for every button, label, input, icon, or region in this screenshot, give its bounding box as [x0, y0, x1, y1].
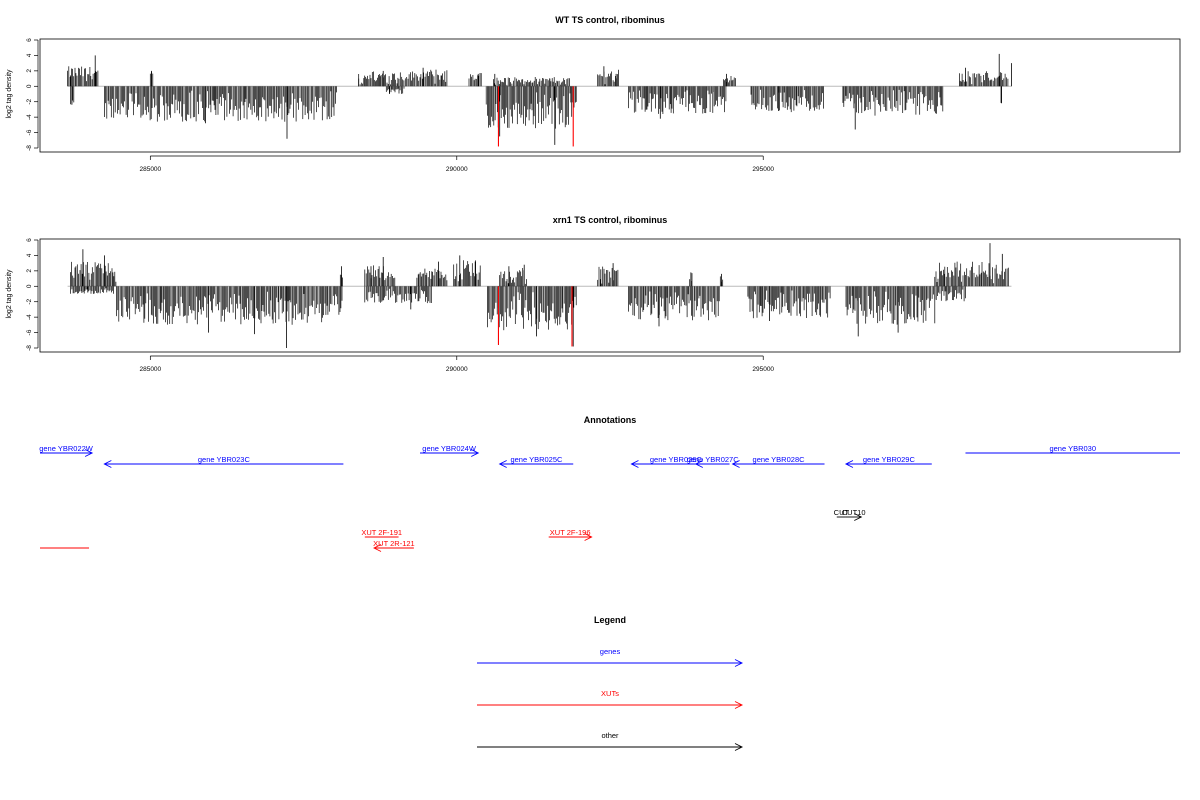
legend-label: genes: [600, 647, 621, 656]
panel-title: xrn1 TS control, ribominus: [553, 215, 668, 225]
y-tick-label: -2: [26, 298, 33, 304]
legend-item: other: [477, 731, 744, 751]
feature-label: gene YBR027C: [687, 455, 740, 464]
feature-layer: gene YBR022W gene YBR023C gene YBR024W gene…: [39, 444, 1180, 552]
xrn1-density-panel: xrn1 TS control, ribominus log2 tag dens…: [6, 215, 1181, 373]
x-tick-label: 290000: [446, 366, 468, 373]
x-tick-label: 290000: [446, 166, 468, 173]
y-tick-label: -4: [26, 314, 33, 320]
feature-label: gene YBR023C: [198, 455, 251, 464]
y-tick-label: 2: [26, 69, 33, 73]
annotations-title: Annotations: [584, 415, 637, 425]
y-axis-label: log2 tag density: [6, 69, 13, 119]
arrowhead-right-icon: [734, 743, 744, 751]
feature-label: gene YBR030: [1049, 444, 1096, 453]
x-tick-label: 295000: [752, 366, 774, 373]
y-tick-label: -2: [26, 98, 33, 104]
legend-item: genes: [477, 647, 744, 667]
legend-item: XUTs: [477, 689, 744, 709]
arrowhead-right-icon: [584, 533, 593, 541]
wt-density-panel: WT TS control, ribominus log2 tag densit…: [6, 15, 1181, 173]
legend: Legend genes XUTs other: [477, 615, 744, 751]
feature-label: gene YBR028C: [753, 455, 806, 464]
feature-XUTs: XUT 2R-121: [373, 539, 415, 552]
feature-label: gene YBR022W: [39, 444, 94, 453]
y-tick-label: -8: [26, 145, 33, 151]
y-tick-label: 6: [26, 238, 33, 242]
arrowhead-right-icon: [734, 659, 744, 667]
x-axis: 285000 290000 295000: [139, 355, 774, 373]
feature-genes: gene YBR025C: [498, 455, 574, 468]
y-tick-label: 6: [26, 38, 33, 42]
feature-XUTs: XUT 2F-191: [361, 528, 402, 538]
panel-title: WT TS control, ribominus: [555, 15, 665, 25]
feature-XUTs: XUT 2F-196: [548, 528, 593, 541]
arrowhead-right-icon: [734, 701, 744, 709]
legend-items: genes XUTs other: [477, 647, 744, 751]
legend-title: Legend: [594, 615, 626, 625]
arrowhead-left-icon: [630, 460, 639, 468]
y-tick-label: 0: [26, 84, 33, 88]
feature-label: gene YBR029C: [863, 455, 916, 464]
arrowhead-left-icon: [694, 460, 704, 468]
feature-label: XUT 2R-121: [373, 539, 415, 548]
y-tick-label: -8: [26, 345, 33, 351]
y-tick-label: -4: [26, 114, 33, 120]
feature-label: gene YBR025C: [510, 455, 563, 464]
y-axis: 6 4 2 0 -2 -4 -6 -8: [26, 38, 39, 151]
x-tick-label: 285000: [139, 166, 161, 173]
y-axis: 6 4 2 0 -2 -4 -6 -8: [26, 238, 39, 351]
arrowhead-left-icon: [103, 460, 112, 468]
feature-other: CUT10: [842, 508, 866, 521]
feature-label: XUT 2F-191: [361, 528, 402, 537]
feature-genes: gene YBR029C: [844, 455, 932, 468]
arrowhead-right-icon: [854, 513, 863, 521]
y-tick-label: 0: [26, 284, 33, 288]
feature-label: XUT 2F-196: [550, 528, 591, 537]
plot-frame: [39, 238, 1181, 353]
x-axis: 285000 290000 295000: [139, 155, 774, 173]
arrowhead-right-icon: [84, 449, 94, 457]
y-tick-label: 2: [26, 269, 33, 273]
bar-layer: [67, 53, 1012, 147]
feature-genes: gene YBR023C: [103, 455, 344, 468]
y-tick-label: -6: [26, 129, 33, 135]
y-tick-label: -6: [26, 329, 33, 335]
arrowhead-right-icon: [471, 449, 480, 457]
bar-layer: [67, 243, 1012, 348]
feature-label: CUT10: [842, 508, 866, 517]
feature-label: gene YBR026C: [650, 455, 703, 464]
feature-label: CUT: [834, 508, 850, 517]
feature-label: gene YBR024W: [422, 444, 477, 453]
arrowhead-left-icon: [498, 460, 507, 468]
feature-genes: gene YBR027C: [687, 455, 740, 468]
x-tick-label: 285000: [139, 366, 161, 373]
y-axis-label: log2 tag density: [6, 269, 13, 319]
x-tick-label: 295000: [752, 166, 774, 173]
feature-genes: gene YBR030: [965, 444, 1180, 454]
y-tick-label: 4: [26, 53, 33, 57]
feature-genes: gene YBR022W: [39, 444, 94, 457]
arrowhead-left-icon: [844, 460, 854, 468]
legend-label: XUTs: [601, 689, 619, 698]
arrowhead-left-icon: [373, 544, 382, 552]
legend-label: other: [601, 731, 619, 740]
arrowhead-left-icon: [731, 460, 740, 468]
feature-genes: gene YBR028C: [731, 455, 825, 468]
plot-frame: [39, 38, 1181, 153]
feature-genes: gene YBR024W: [420, 444, 480, 457]
y-tick-label: 4: [26, 253, 33, 257]
feature-other: CUT: [834, 508, 850, 518]
